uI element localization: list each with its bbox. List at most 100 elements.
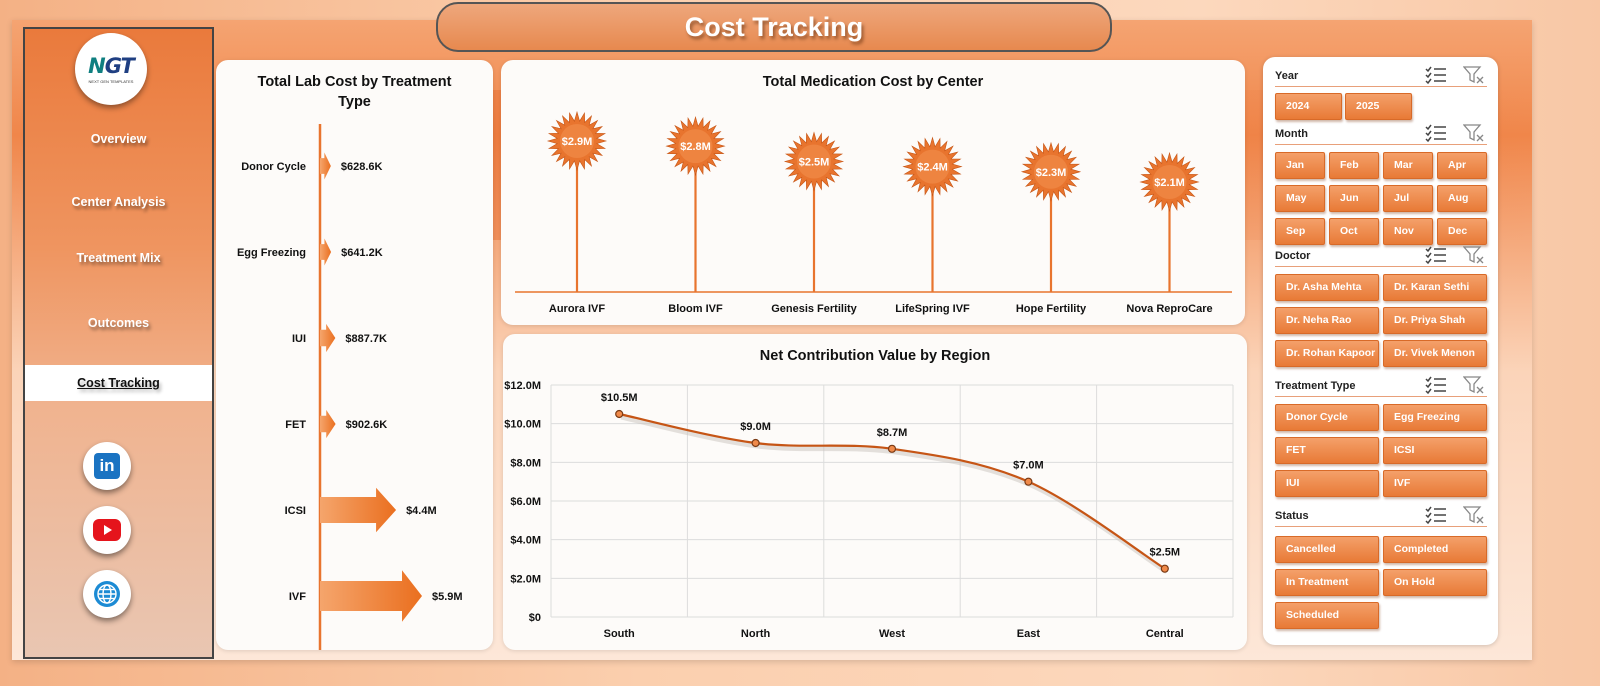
doctor-slicer-item[interactable]: Dr. Priya Shah <box>1383 307 1487 334</box>
year-slicer-item[interactable]: 2025 <box>1345 93 1412 120</box>
lab-category-label: ICSI <box>285 505 306 517</box>
medication-burst-core <box>1034 154 1068 189</box>
month-slicer-item[interactable]: Sep <box>1275 218 1325 245</box>
medication-category-label: Aurora IVF <box>549 303 606 315</box>
treatment-type-slicer-title: Treatment Type <box>1275 380 1356 392</box>
net-value-label: $2.5M <box>1150 547 1181 559</box>
net-contribution-card: Net Contribution Value by Region $0 $2.0M… <box>503 334 1247 650</box>
status-slicer-header: Status <box>1275 505 1487 527</box>
linkedin-button[interactable]: in <box>83 442 131 490</box>
doctor-slicer-item[interactable]: Dr. Rohan Kapoor <box>1275 340 1379 367</box>
net-y-tick-label: $4.0M <box>510 535 541 547</box>
doctor-slicer-item[interactable]: Dr. Asha Mehta <box>1275 274 1379 301</box>
status-slicer-item[interactable]: In Treatment <box>1275 569 1379 596</box>
lab-arrow-bar <box>320 570 422 622</box>
slicer-panel: Year 2024 2025 Month Jan Feb Mar Apr May Jun Jul Au… <box>1263 57 1498 645</box>
month-slicer-item[interactable]: Apr <box>1437 152 1487 179</box>
doctor-slicer-title: Doctor <box>1275 250 1311 262</box>
treatment-type-slicer-item[interactable]: Donor Cycle <box>1275 404 1379 431</box>
clear-filter-icon[interactable] <box>1463 65 1485 85</box>
logo-tagline: NEXT GEN TEMPLATES <box>88 79 134 84</box>
youtube-button[interactable] <box>83 506 131 554</box>
status-slicer-item[interactable]: Scheduled <box>1275 602 1379 629</box>
net-y-tick-label: $10.0M <box>504 419 541 431</box>
month-slicer-item[interactable]: Jul <box>1383 185 1433 212</box>
medication-category-label: Nova ReproCare <box>1126 303 1212 315</box>
nav-center-analysis[interactable]: Center Analysis <box>71 195 166 209</box>
lab-cost-card: Total Lab Cost by Treatment Type Donor C… <box>216 60 493 650</box>
medication-burst-core <box>797 144 831 179</box>
medication-cost-card: Total Medication Cost by Center $2.9M Aur… <box>501 60 1245 325</box>
year-slicer-title: Year <box>1275 70 1299 82</box>
treatment-type-slicer-item[interactable]: FET <box>1275 437 1379 464</box>
medication-cost-chart: $2.9M Aurora IVF $2.8M Bloom IVF $2.5M Genesi… <box>515 110 1232 315</box>
treatment-type-slicer-item[interactable]: Egg Freezing <box>1383 404 1487 431</box>
year-slicer-item[interactable]: 2024 <box>1275 93 1342 120</box>
month-slicer-item[interactable]: Dec <box>1437 218 1487 245</box>
doctor-slicer-header: Doctor <box>1275 245 1487 267</box>
status-slicer-item[interactable]: On Hold <box>1383 569 1487 596</box>
clear-filter-icon[interactable] <box>1463 375 1485 395</box>
clear-filter-icon[interactable] <box>1463 245 1485 265</box>
nav-treatment-mix[interactable]: Treatment Mix <box>76 251 161 265</box>
multi-select-icon[interactable] <box>1425 375 1447 395</box>
net-value-label: $10.5M <box>601 392 638 404</box>
lab-cost-chart: Donor Cycle $628.6K Egg Freezing $641.2K IUI… <box>237 124 463 650</box>
treatment-type-slicer-item[interactable]: IUI <box>1275 470 1379 497</box>
net-point-marker <box>615 409 624 419</box>
net-value-label: $7.0M <box>1013 460 1044 472</box>
medication-category-label: Hope Fertility <box>1016 303 1087 315</box>
treatment-type-slicer-item[interactable]: IVF <box>1383 470 1487 497</box>
medication-burst-core <box>915 149 950 184</box>
year-slicer-header: Year <box>1275 65 1487 87</box>
status-slicer-item[interactable]: Completed <box>1383 536 1487 563</box>
month-slicer-item[interactable]: Mar <box>1383 152 1433 179</box>
clear-filter-icon[interactable] <box>1463 505 1485 525</box>
nav-cost-tracking[interactable]: Cost Tracking <box>25 365 212 401</box>
nav-overview[interactable]: Overview <box>90 132 147 146</box>
logo[interactable]: NGT NEXT GEN TEMPLATES <box>75 33 147 105</box>
medication-burst-core <box>1152 165 1187 199</box>
multi-select-icon[interactable] <box>1425 245 1447 265</box>
medication-category-label: LifeSpring IVF <box>895 303 970 315</box>
linkedin-icon: in <box>94 453 120 479</box>
medication-cost-title: Total Medication Cost by Center <box>762 74 984 90</box>
month-slicer-item[interactable]: Feb <box>1329 152 1379 179</box>
doctor-slicer-item[interactable]: Dr. Karan Sethi <box>1383 274 1487 301</box>
doctor-slicer-item[interactable]: Dr. Vivek Menon <box>1383 340 1487 367</box>
nav-outcomes[interactable]: Outcomes <box>87 316 150 330</box>
month-slicer-item[interactable]: Jun <box>1329 185 1379 212</box>
lab-value-label: $5.9M <box>432 591 463 603</box>
net-line-shadow <box>620 414 1169 574</box>
treatment-type-slicer-item[interactable]: ICSI <box>1383 437 1487 464</box>
multi-select-icon[interactable] <box>1425 123 1447 143</box>
medication-value-label: $2.3M <box>1036 167 1067 179</box>
lab-category-label: Donor Cycle <box>241 161 306 173</box>
lab-value-label: $902.6K <box>346 419 388 431</box>
multi-select-icon[interactable] <box>1425 65 1447 85</box>
net-y-tick-label: $8.0M <box>510 457 541 469</box>
month-slicer-item[interactable]: Jan <box>1275 152 1325 179</box>
lab-value-label: $887.7K <box>345 333 387 345</box>
lab-category-label: FET <box>285 419 306 431</box>
month-slicer-item[interactable]: Aug <box>1437 185 1487 212</box>
title-bar: Cost Tracking <box>436 2 1112 52</box>
net-point-marker <box>1160 564 1169 573</box>
lab-category-label: IUI <box>292 333 306 345</box>
month-slicer-item[interactable]: Oct <box>1329 218 1379 245</box>
medication-value-label: $2.9M <box>562 136 593 148</box>
net-point-marker <box>1024 477 1033 486</box>
month-slicer-item[interactable]: Nov <box>1383 218 1433 245</box>
net-value-label: $8.7M <box>877 427 908 439</box>
month-slicer-item[interactable]: May <box>1275 185 1325 212</box>
multi-select-icon[interactable] <box>1425 505 1447 525</box>
net-y-tick-label: $6.0M <box>510 496 541 508</box>
clear-filter-icon[interactable] <box>1463 123 1485 143</box>
website-button[interactable] <box>83 570 131 618</box>
net-y-tick-label: $0 <box>529 612 541 624</box>
medication-burst-core <box>560 124 594 158</box>
treatment-type-slicer-header: Treatment Type <box>1275 375 1487 397</box>
doctor-slicer-item[interactable]: Dr. Neha Rao <box>1275 307 1379 334</box>
status-slicer-item[interactable]: Cancelled <box>1275 536 1379 563</box>
net-point-marker <box>887 444 897 453</box>
